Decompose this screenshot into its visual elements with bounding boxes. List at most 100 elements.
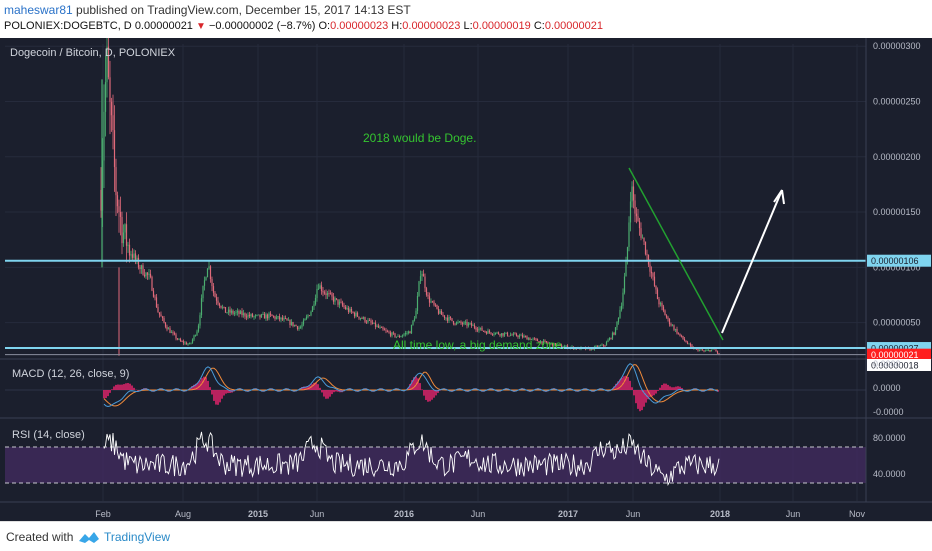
candle-body [121,217,122,243]
macd-histogram-bar [121,385,123,390]
candle-body [375,323,376,327]
candle-body [304,319,305,321]
candle-body [151,277,152,291]
macd-histogram-bar [671,387,673,390]
macd-histogram-bar [633,390,635,395]
candle-body [670,324,671,325]
time-tick-label: Feb [95,509,111,519]
candle-body [345,307,346,309]
macd-histogram-bar [627,377,629,390]
candle-body [613,333,614,335]
candle-body [403,334,404,335]
author-link[interactable]: maheswar81 [4,3,73,17]
candle-body [651,272,652,273]
macd-histogram-bar [129,384,131,390]
candle-body [132,254,133,258]
candle-body [331,293,332,296]
time-tick-label: Aug [175,509,191,519]
candle-body [135,253,136,259]
candle-body [153,291,154,297]
candle-body [144,275,145,277]
macd-histogram-bar [669,386,671,390]
candle-body [262,314,263,315]
candle-body [639,221,640,228]
candle-body [420,276,421,281]
macd-histogram-bar [323,390,325,397]
candle-body [103,112,104,161]
candle-body [684,339,685,341]
candle-body [477,330,478,331]
candle-body [120,212,121,217]
candle-body [268,314,269,319]
candle-body [235,312,236,313]
candle-body [427,295,428,296]
candle-body [274,316,275,318]
candle-body [480,328,481,329]
time-tick-label: 2015 [248,509,268,519]
candle-body [130,254,131,255]
candle-body [457,322,458,323]
macd-histogram-bar [667,385,669,390]
candle-body [466,322,467,326]
candle-body [507,333,508,336]
candle-body [378,326,379,328]
candle-body [486,332,487,334]
candle-body [468,324,469,326]
candle-body [391,333,392,336]
candle-body [337,299,338,304]
candle-body [322,291,323,292]
candle-body [382,327,383,329]
candle-body [705,351,706,352]
candle-body [261,314,262,317]
candle-body [495,333,496,334]
candle-body [352,312,353,313]
candle-body [316,289,317,298]
macd-histogram-bar [629,381,631,390]
candle-body [666,315,667,317]
candle-body [637,216,638,221]
candle-body [663,307,664,311]
candle-body [285,318,286,319]
candle-body [489,331,490,333]
macd-histogram-bar [431,390,433,400]
macd-histogram-bar [673,387,675,390]
candle-body [676,329,677,333]
candle-body [633,186,634,200]
candle-body [166,327,167,330]
candle-body [385,330,386,331]
candle-body [109,77,110,102]
candle-body [520,335,521,336]
candle-body [210,266,211,279]
candle-body [112,115,113,130]
candle-body [430,301,431,302]
price-tick-label: 0.00000150 [873,207,921,217]
candle-body [682,336,683,339]
candle-body [280,318,281,320]
candle-body [661,303,662,306]
candle-body [370,321,371,323]
candle-body [601,345,602,346]
candle-body [645,242,646,255]
candle-body [267,315,268,319]
candle-body [255,315,256,316]
macd-histogram-bar [335,390,337,391]
candle-body [519,335,520,337]
candle-body [373,323,374,324]
candle-body [423,274,424,277]
tradingview-brand-link[interactable]: TradingView [104,530,170,544]
candle-body [475,328,476,330]
macd-histogram-bar [675,387,677,390]
tradingview-logo-icon[interactable] [78,530,100,544]
candle-body [523,336,524,337]
candle-body [169,328,170,332]
candle-body [123,233,124,244]
macd-histogram-bar [319,388,321,390]
macd-histogram-bar [133,388,135,390]
candle-body [175,334,176,338]
candle-body [399,336,400,337]
candle-body [271,315,272,316]
macd-histogram-bar [635,390,637,403]
candle-body [295,325,296,326]
candle-body [502,333,503,335]
